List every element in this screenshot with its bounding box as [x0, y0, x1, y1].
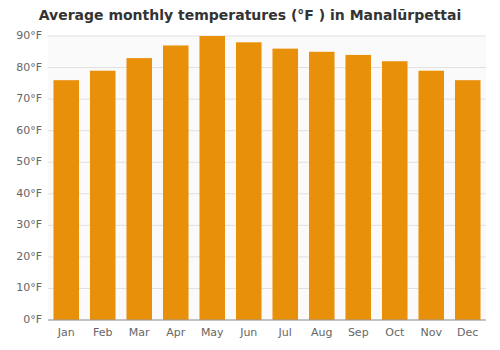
bar	[345, 55, 371, 320]
x-tick-label: Sep	[348, 326, 369, 339]
y-tick-label: 0°F	[23, 313, 42, 326]
x-tick-label: Nov	[421, 326, 443, 339]
grid	[48, 36, 486, 320]
y-tick-label: 20°F	[16, 250, 42, 263]
x-tick-label: Mar	[129, 326, 150, 339]
grid-line	[48, 320, 486, 321]
bar	[53, 80, 79, 320]
bar	[199, 36, 225, 320]
y-tick-label: 70°F	[16, 92, 42, 105]
y-tick-label: 50°F	[16, 155, 42, 168]
plot-area	[48, 36, 486, 320]
y-tick-label: 30°F	[16, 218, 42, 231]
bar	[236, 42, 262, 320]
x-axis: Jan Feb Mar Apr May Jun Jul Aug Sep Oct Nov Dec	[48, 320, 486, 339]
bar	[418, 71, 444, 320]
y-axis: 0°F 10°F 20°F 30°F 40°F 50°F 60°F 70°F 80°F 90°F	[16, 29, 42, 326]
bars	[53, 36, 480, 320]
x-tick-label: Feb	[93, 326, 112, 339]
x-tick-label: Jul	[278, 326, 292, 339]
chart: 0°F 10°F 20°F 30°F 40°F 50°F 60°F 70°F 80°F 90°F J…	[0, 0, 500, 350]
x-tick-label: Jan	[57, 326, 75, 339]
bar	[455, 80, 481, 320]
x-tick-label: Oct	[385, 326, 405, 339]
title: Average monthly temperatures (°F ) in Ma…	[39, 7, 462, 23]
y-tick-label: 40°F	[16, 187, 42, 200]
y-tick-label: 90°F	[16, 29, 42, 42]
y-tick-label: 60°F	[16, 124, 42, 137]
y-tick-label: 80°F	[16, 61, 42, 74]
bar	[90, 71, 116, 320]
bar	[382, 61, 408, 320]
x-axis-line	[48, 320, 486, 321]
x-tick-label: May	[201, 326, 224, 339]
grid-line	[48, 67, 486, 68]
bar	[126, 58, 152, 320]
x-tick-label: Aug	[311, 326, 332, 339]
x-tick-label: Apr	[166, 326, 186, 339]
grid-line	[48, 36, 486, 37]
y-tick-label: 10°F	[16, 281, 42, 294]
bar	[309, 52, 335, 320]
x-tick-label: Jun	[239, 326, 257, 339]
bar	[272, 49, 298, 320]
x-tick-label: Dec	[457, 326, 478, 339]
bar	[163, 45, 189, 320]
